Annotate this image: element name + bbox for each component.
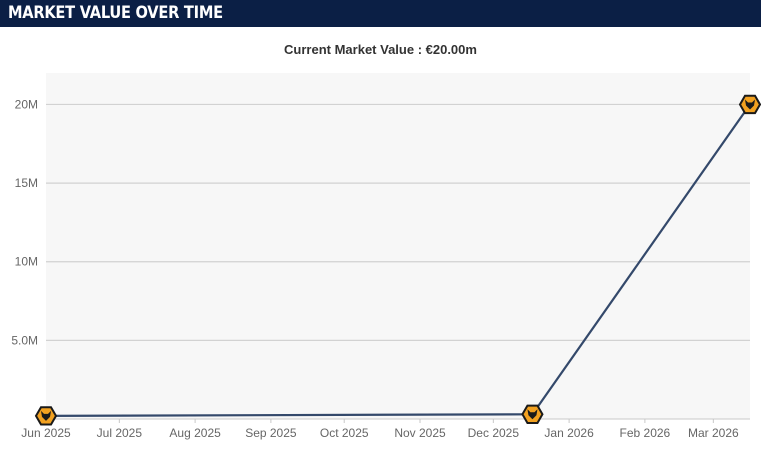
wolf-crest-icon	[745, 99, 755, 110]
x-tick-label: Mar 2026	[688, 426, 739, 440]
current-market-value: Current Market Value : €20.00m	[284, 42, 477, 57]
x-tick-label: Feb 2026	[620, 426, 671, 440]
plot-area	[46, 73, 750, 419]
wolf-crest-icon	[527, 409, 538, 420]
y-tick-label: 5.0M	[11, 333, 38, 347]
y-tick-label: 15M	[15, 176, 38, 190]
x-tick-label: Aug 2025	[169, 426, 221, 440]
x-tick-label: Oct 2025	[320, 426, 369, 440]
x-tick-label: Jan 2026	[544, 426, 594, 440]
y-tick-label: 10M	[15, 255, 38, 269]
y-tick-label: 20M	[15, 97, 38, 111]
x-tick-label: Jul 2025	[97, 426, 143, 440]
x-tick-label: Nov 2025	[394, 426, 446, 440]
data-point-marker[interactable]	[521, 404, 544, 424]
section-header: MARKET VALUE OVER TIME	[0, 0, 761, 27]
data-point-marker[interactable]	[34, 406, 58, 426]
x-tick-label: Sep 2025	[245, 426, 297, 440]
wolf-crest-icon	[41, 410, 51, 421]
data-point-marker[interactable]	[738, 94, 761, 115]
section-title: MARKET VALUE OVER TIME	[8, 3, 223, 23]
x-tick-label: Dec 2025	[468, 426, 520, 440]
x-tick-label: Jun 2025	[21, 426, 71, 440]
